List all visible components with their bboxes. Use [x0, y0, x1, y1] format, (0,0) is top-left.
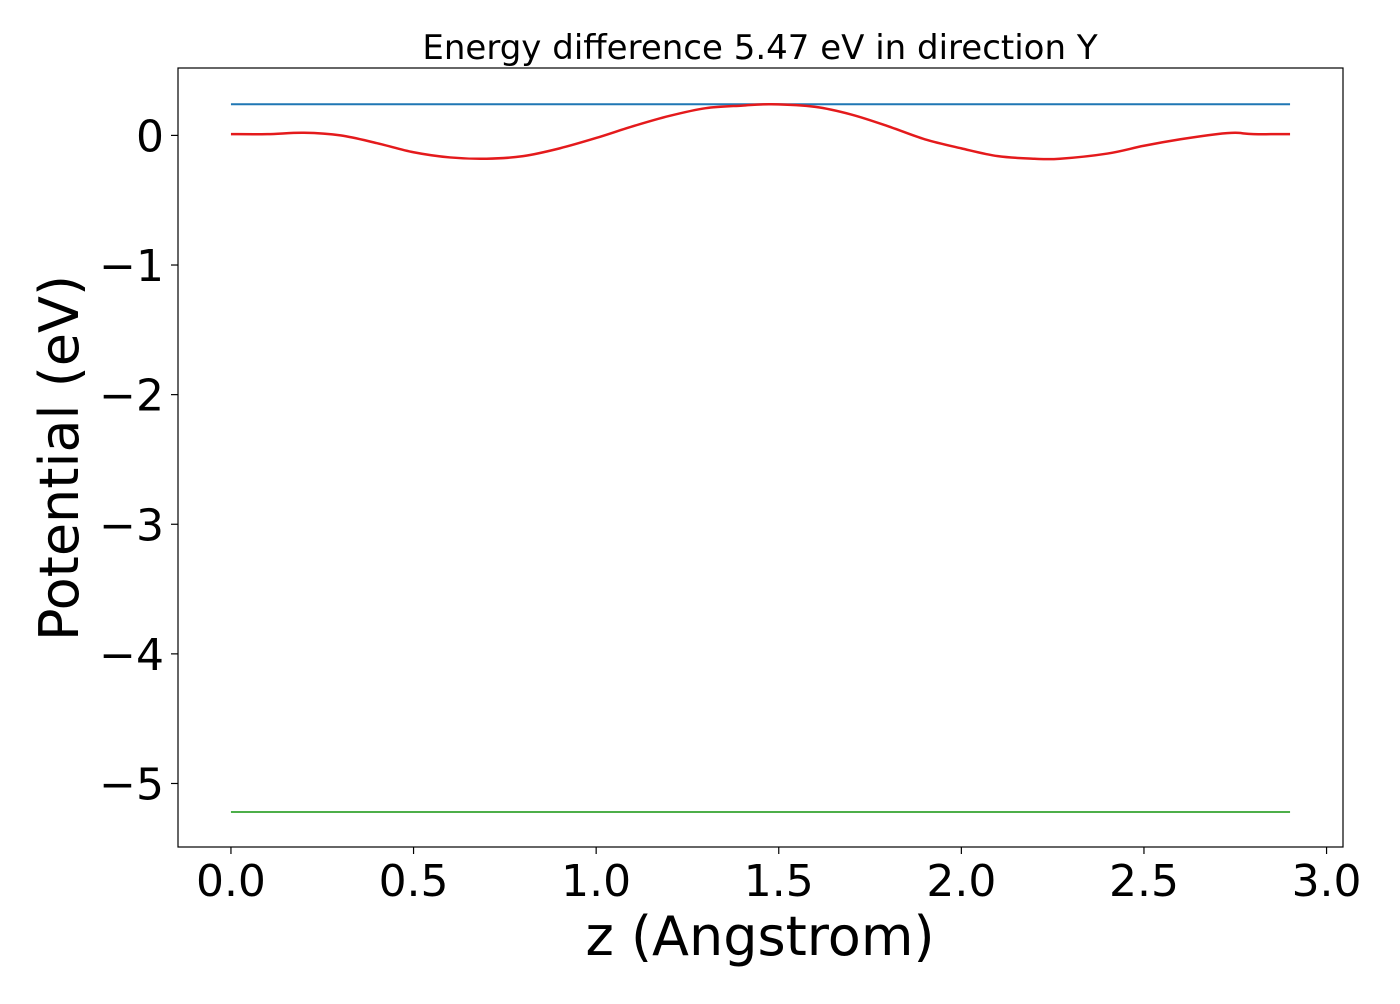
x-tick-label: 3.0: [1292, 856, 1362, 907]
y-axis-ticks: 0 −1 −2 −3 −4 −5: [99, 111, 178, 810]
series-layer: [230, 103, 1291, 813]
x-tick-label: 2.0: [926, 856, 996, 907]
y-tick-label: 0: [136, 111, 164, 162]
y-tick-label: −3: [99, 500, 164, 551]
y-tick-label: −2: [99, 371, 164, 422]
y-tick-label: −1: [99, 241, 164, 292]
x-tick-label: 0.5: [379, 856, 449, 907]
x-axis-ticks: 0.0 0.5 1.0 1.5 2.0 2.5 3.0: [196, 847, 1362, 907]
series-line-2: [230, 103, 1291, 161]
chart-title: Energy difference 5.47 eV in direction Y: [422, 28, 1097, 68]
plot-frame: [177, 67, 1344, 848]
x-tick-label: 0.0: [196, 856, 266, 907]
x-tick-label: 2.5: [1109, 856, 1179, 907]
y-axis-label: Potential (eV): [28, 275, 91, 641]
x-tick-label: 1.0: [561, 856, 631, 907]
x-axis-label: z (Angstrom): [585, 905, 934, 968]
y-tick-label: −5: [99, 759, 164, 810]
y-tick-label: −4: [99, 630, 164, 681]
x-tick-label: 1.5: [744, 856, 814, 907]
